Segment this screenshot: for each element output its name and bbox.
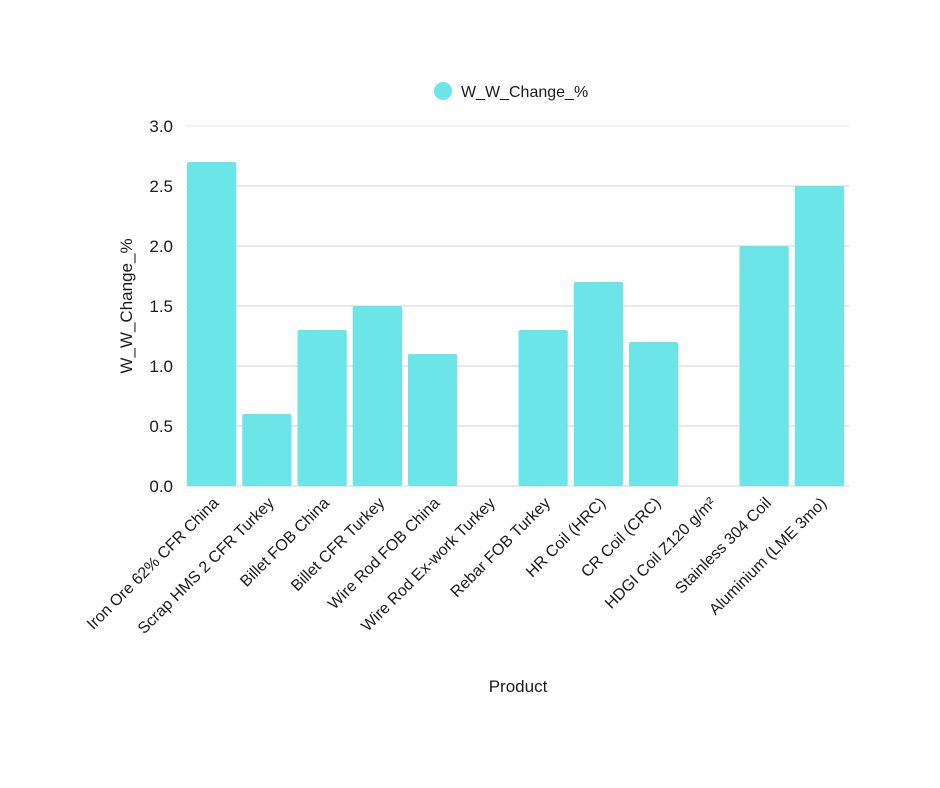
bar[interactable] bbox=[297, 330, 347, 486]
bar[interactable] bbox=[187, 162, 237, 486]
bar[interactable] bbox=[794, 186, 844, 486]
y-tick-label: 1.5 bbox=[149, 297, 173, 316]
bars bbox=[187, 162, 844, 486]
bar[interactable] bbox=[352, 306, 402, 486]
y-tick-label: 0.5 bbox=[149, 417, 173, 436]
bar[interactable] bbox=[408, 354, 458, 486]
bar[interactable] bbox=[739, 246, 789, 486]
y-tick-label: 3.0 bbox=[149, 117, 173, 136]
legend[interactable]: W_W_Change_% bbox=[434, 82, 588, 101]
y-axis-ticks: 0.0 0.5 1.0 1.5 2.0 2.5 3.0 bbox=[149, 117, 173, 496]
x-tick-label: Billet CFR Turkey bbox=[288, 495, 388, 595]
grid-lines bbox=[186, 125, 849, 487]
x-tick-label: Wire Rod FOB China bbox=[325, 495, 443, 613]
bar[interactable] bbox=[518, 330, 568, 486]
y-tick-label: 1.0 bbox=[149, 357, 173, 376]
x-tick-label: Stainless 304 Coil bbox=[672, 495, 775, 598]
x-tick-label: HDGI Coil Z120 g/m² bbox=[602, 494, 720, 612]
bar[interactable] bbox=[629, 342, 679, 486]
bar[interactable] bbox=[242, 414, 292, 486]
y-tick-label: 2.5 bbox=[149, 177, 173, 196]
y-tick-label: 2.0 bbox=[149, 237, 173, 256]
x-axis-title: Product bbox=[489, 677, 548, 696]
x-tick-label: Rebar FOB Turkey bbox=[448, 495, 554, 601]
y-axis-title: W_W_Change_% bbox=[117, 238, 136, 373]
legend-marker bbox=[434, 82, 452, 100]
bar[interactable] bbox=[573, 282, 623, 486]
y-tick-label: 0.0 bbox=[149, 477, 173, 496]
legend-label: W_W_Change_% bbox=[461, 84, 588, 101]
